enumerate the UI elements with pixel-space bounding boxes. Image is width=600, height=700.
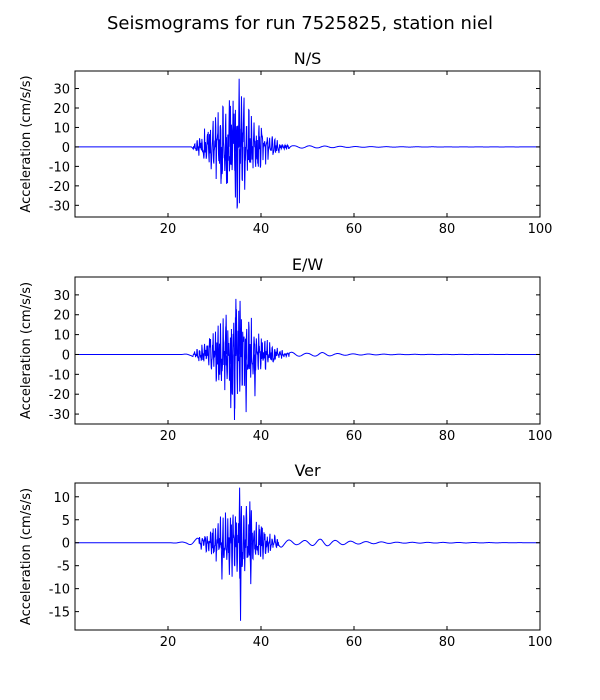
x-tick-label: 80 bbox=[439, 429, 456, 444]
y-tick-label: -10 bbox=[49, 160, 70, 175]
x-tick-label: 60 bbox=[346, 429, 363, 444]
y-tick-label: 10 bbox=[53, 491, 70, 506]
waveform-series bbox=[75, 97, 540, 209]
panel-title: N/S bbox=[294, 49, 322, 68]
y-tick-label: 0 bbox=[62, 348, 70, 363]
y-tick-label: -15 bbox=[49, 606, 70, 621]
waveform-peaks bbox=[219, 78, 246, 198]
y-axis-label: Acceleration (cm/s/s) bbox=[19, 75, 34, 212]
plot-frame bbox=[74, 276, 541, 425]
x-tick-label: 20 bbox=[160, 635, 177, 650]
y-tick-label: -20 bbox=[49, 180, 70, 195]
y-tick-label: 20 bbox=[53, 309, 70, 324]
x-tick-label: 20 bbox=[160, 429, 177, 444]
waveform-peaks bbox=[224, 298, 257, 421]
x-tick-label: 60 bbox=[346, 222, 363, 237]
y-axis-label: Acceleration (cm/s/s) bbox=[19, 488, 34, 625]
figure-title: Seismograms for run 7525825, station nie… bbox=[107, 13, 493, 34]
plot-frame bbox=[74, 70, 541, 218]
x-tick-label: 80 bbox=[439, 222, 456, 237]
y-tick-label: -10 bbox=[49, 583, 70, 598]
x-tick-label: 60 bbox=[346, 635, 363, 650]
x-tick-label: 40 bbox=[253, 222, 270, 237]
y-tick-label: -10 bbox=[49, 368, 70, 383]
x-tick-label: 40 bbox=[253, 635, 270, 650]
x-tick-label: 100 bbox=[528, 635, 553, 650]
x-tick-label: 20 bbox=[160, 222, 177, 237]
waveform-series bbox=[75, 505, 540, 579]
x-tick-label: 100 bbox=[528, 222, 553, 237]
waveform-series bbox=[75, 309, 540, 409]
plot-frame bbox=[74, 482, 541, 631]
y-tick-label: -20 bbox=[49, 388, 70, 403]
x-tick-label: 40 bbox=[253, 429, 270, 444]
y-tick-label: 30 bbox=[53, 83, 70, 98]
y-tick-label: 10 bbox=[53, 329, 70, 344]
y-tick-label: -30 bbox=[49, 199, 70, 214]
y-tick-label: 0 bbox=[62, 537, 70, 552]
y-tick-label: 10 bbox=[53, 121, 70, 136]
panel-title: E/W bbox=[292, 255, 324, 274]
y-tick-label: -5 bbox=[57, 560, 70, 575]
x-tick-label: 100 bbox=[528, 429, 553, 444]
y-tick-label: 0 bbox=[62, 141, 70, 156]
waveform-peaks bbox=[220, 487, 252, 621]
panel-title: Ver bbox=[294, 461, 321, 480]
x-tick-label: 80 bbox=[439, 635, 456, 650]
y-tick-label: 20 bbox=[53, 102, 70, 117]
y-tick-label: 30 bbox=[53, 289, 70, 304]
y-axis-label: Acceleration (cm/s/s) bbox=[19, 282, 34, 419]
y-tick-label: 5 bbox=[62, 514, 70, 529]
y-tick-label: -30 bbox=[49, 408, 70, 423]
